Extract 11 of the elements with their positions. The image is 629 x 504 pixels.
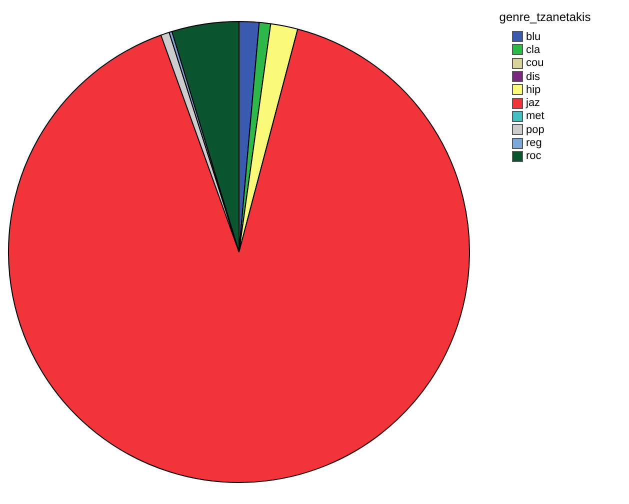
legend-label: dis	[526, 70, 540, 83]
legend-title: genre_tzanetakis	[498, 10, 592, 24]
legend-label: cou	[526, 57, 544, 70]
legend-label: met	[526, 110, 544, 122]
legend-label: reg	[526, 137, 542, 150]
legend-label: pop	[526, 124, 544, 136]
legend-label: hip	[526, 84, 541, 96]
slice-label: jaz	[526, 97, 540, 110]
legend-label: blu	[526, 30, 541, 43]
legend-label: cla	[526, 44, 540, 56]
legend-label: roc	[526, 150, 542, 162]
